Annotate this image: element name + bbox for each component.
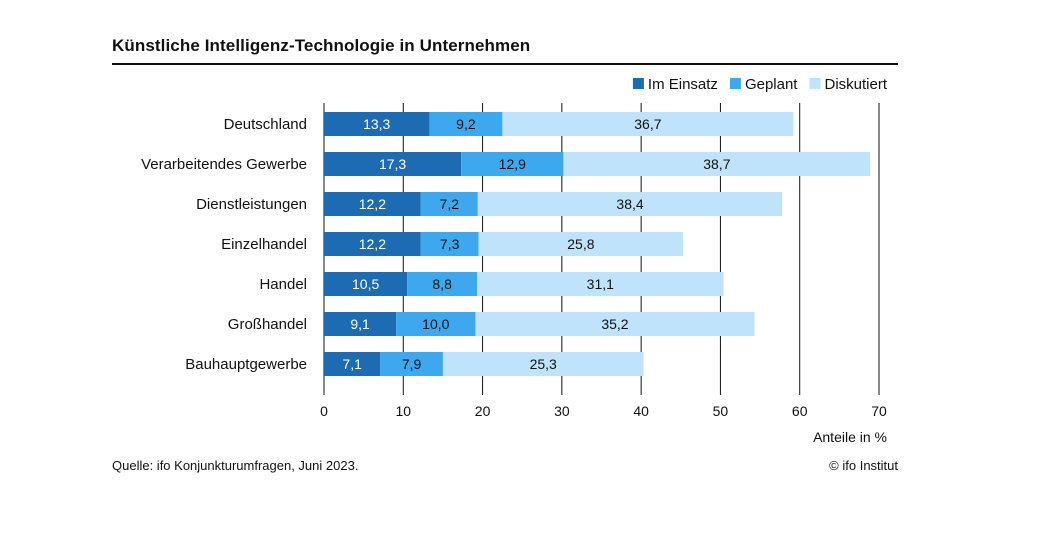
- data-label: 13,3: [363, 116, 390, 132]
- category-label: Bauhauptgewerbe: [185, 356, 307, 373]
- category-label: Großhandel: [228, 316, 307, 333]
- x-tick-label: 20: [475, 403, 491, 419]
- bar-segment: [420, 232, 479, 256]
- x-tick-label: 70: [871, 403, 887, 419]
- data-label: 7,1: [342, 356, 362, 372]
- legend-swatch: [809, 78, 821, 89]
- data-label: 17,3: [379, 156, 406, 172]
- bar-segment: [324, 272, 408, 296]
- bar-segment: [475, 312, 755, 336]
- data-label: 10,0: [422, 316, 449, 332]
- bar-segment: [563, 152, 871, 176]
- bar-segment: [477, 272, 724, 296]
- data-label: 12,2: [359, 196, 386, 212]
- data-label: 10,5: [352, 276, 379, 292]
- title-divider: [112, 63, 898, 65]
- x-tick-label: 0: [320, 403, 328, 419]
- source-note: Quelle: ifo Konjunkturumfragen, Juni 202…: [112, 458, 359, 473]
- data-label: 7,3: [440, 236, 460, 252]
- bar-segment: [324, 232, 421, 256]
- bar-segment: [461, 152, 564, 176]
- bar-segment: [324, 112, 430, 136]
- bar-segment: [324, 152, 462, 176]
- bar-segment: [442, 352, 644, 376]
- legend-swatch: [632, 78, 644, 89]
- legend-swatch: [729, 78, 741, 89]
- copyright-note: © ifo Institut: [829, 458, 898, 473]
- bar-segment: [477, 192, 783, 216]
- category-label: Verarbeitendes Gewerbe: [141, 156, 307, 173]
- bar-segment: [396, 312, 476, 336]
- data-label: 12,9: [499, 156, 526, 172]
- x-tick-label: 50: [713, 403, 729, 419]
- data-label: 9,2: [456, 116, 476, 132]
- category-label: Dienstleistungen: [196, 196, 307, 213]
- category-label: Einzelhandel: [221, 236, 307, 253]
- bar-segment: [324, 192, 421, 216]
- bar-segment: [420, 192, 478, 216]
- data-label: 35,2: [601, 316, 628, 332]
- data-label: 9,1: [350, 316, 370, 332]
- bar-segment: [324, 352, 381, 376]
- category-label: Deutschland: [224, 116, 307, 133]
- x-tick-label: 10: [395, 403, 411, 419]
- x-tick-label: 60: [792, 403, 808, 419]
- legend-label: Geplant: [745, 76, 798, 93]
- bar-segment: [380, 352, 443, 376]
- data-label: 8,8: [432, 276, 452, 292]
- bar-segment: [407, 272, 478, 296]
- bar-segment: [478, 232, 684, 256]
- data-label: 7,9: [402, 356, 422, 372]
- data-label: 12,2: [359, 236, 386, 252]
- chart-title: Künstliche Intelligenz-Technologie in Un…: [112, 36, 531, 55]
- bar-segment: [502, 112, 794, 136]
- legend-label: Im Einsatz: [648, 76, 718, 93]
- category-label: Handel: [259, 276, 307, 293]
- data-label: 7,2: [440, 196, 460, 212]
- data-label: 36,7: [634, 116, 661, 132]
- data-label: 38,4: [616, 196, 643, 212]
- x-tick-label: 40: [633, 403, 649, 419]
- data-label: 31,1: [587, 276, 614, 292]
- x-tick-label: 30: [554, 403, 570, 419]
- bar-segment: [429, 112, 503, 136]
- data-label: 25,3: [530, 356, 557, 372]
- data-label: 38,7: [703, 156, 730, 172]
- legend-label: Diskutiert: [824, 76, 887, 93]
- bar-segment: [324, 312, 397, 336]
- data-label: 25,8: [567, 236, 594, 252]
- x-axis-label: Anteile in %: [813, 429, 887, 445]
